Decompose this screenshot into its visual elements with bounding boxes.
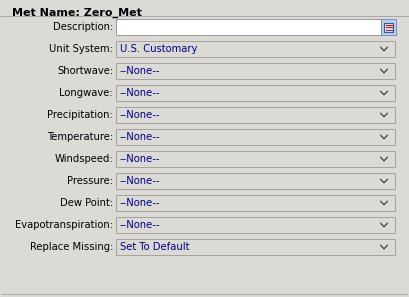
Text: Pressure:: Pressure: [67, 176, 113, 186]
Bar [116, 217, 395, 233]
Text: --None--: --None-- [120, 110, 160, 120]
Text: Set To Default: Set To Default [120, 242, 189, 252]
Bar [384, 23, 393, 31]
Bar [116, 239, 395, 255]
Text: --None--: --None-- [120, 154, 160, 164]
Text: Unit System:: Unit System: [49, 44, 113, 54]
Text: Description:: Description: [53, 22, 113, 32]
Bar [116, 129, 395, 145]
Bar [116, 19, 381, 35]
Text: --None--: --None-- [120, 198, 160, 208]
Bar [116, 63, 395, 79]
Text: Temperature:: Temperature: [47, 132, 113, 142]
Bar [116, 107, 395, 123]
Text: --None--: --None-- [120, 132, 160, 142]
Bar [381, 19, 396, 35]
Bar [116, 41, 395, 57]
Bar [116, 195, 395, 211]
Text: Evapotranspiration:: Evapotranspiration: [15, 220, 113, 230]
Text: --None--: --None-- [120, 66, 160, 76]
Text: Replace Missing:: Replace Missing: [29, 242, 113, 252]
Text: Met Name: Zero_Met: Met Name: Zero_Met [12, 8, 142, 18]
Text: Shortwave:: Shortwave: [57, 66, 113, 76]
Text: --None--: --None-- [120, 220, 160, 230]
Text: U.S. Customary: U.S. Customary [120, 44, 198, 54]
Text: Precipitation:: Precipitation: [47, 110, 113, 120]
Bar [116, 151, 395, 167]
Bar [116, 173, 395, 189]
Bar [116, 85, 395, 101]
Text: Windspeed:: Windspeed: [54, 154, 113, 164]
Text: --None--: --None-- [120, 88, 160, 98]
Text: Longwave:: Longwave: [59, 88, 113, 98]
Text: --None--: --None-- [120, 176, 160, 186]
Text: Dew Point:: Dew Point: [60, 198, 113, 208]
